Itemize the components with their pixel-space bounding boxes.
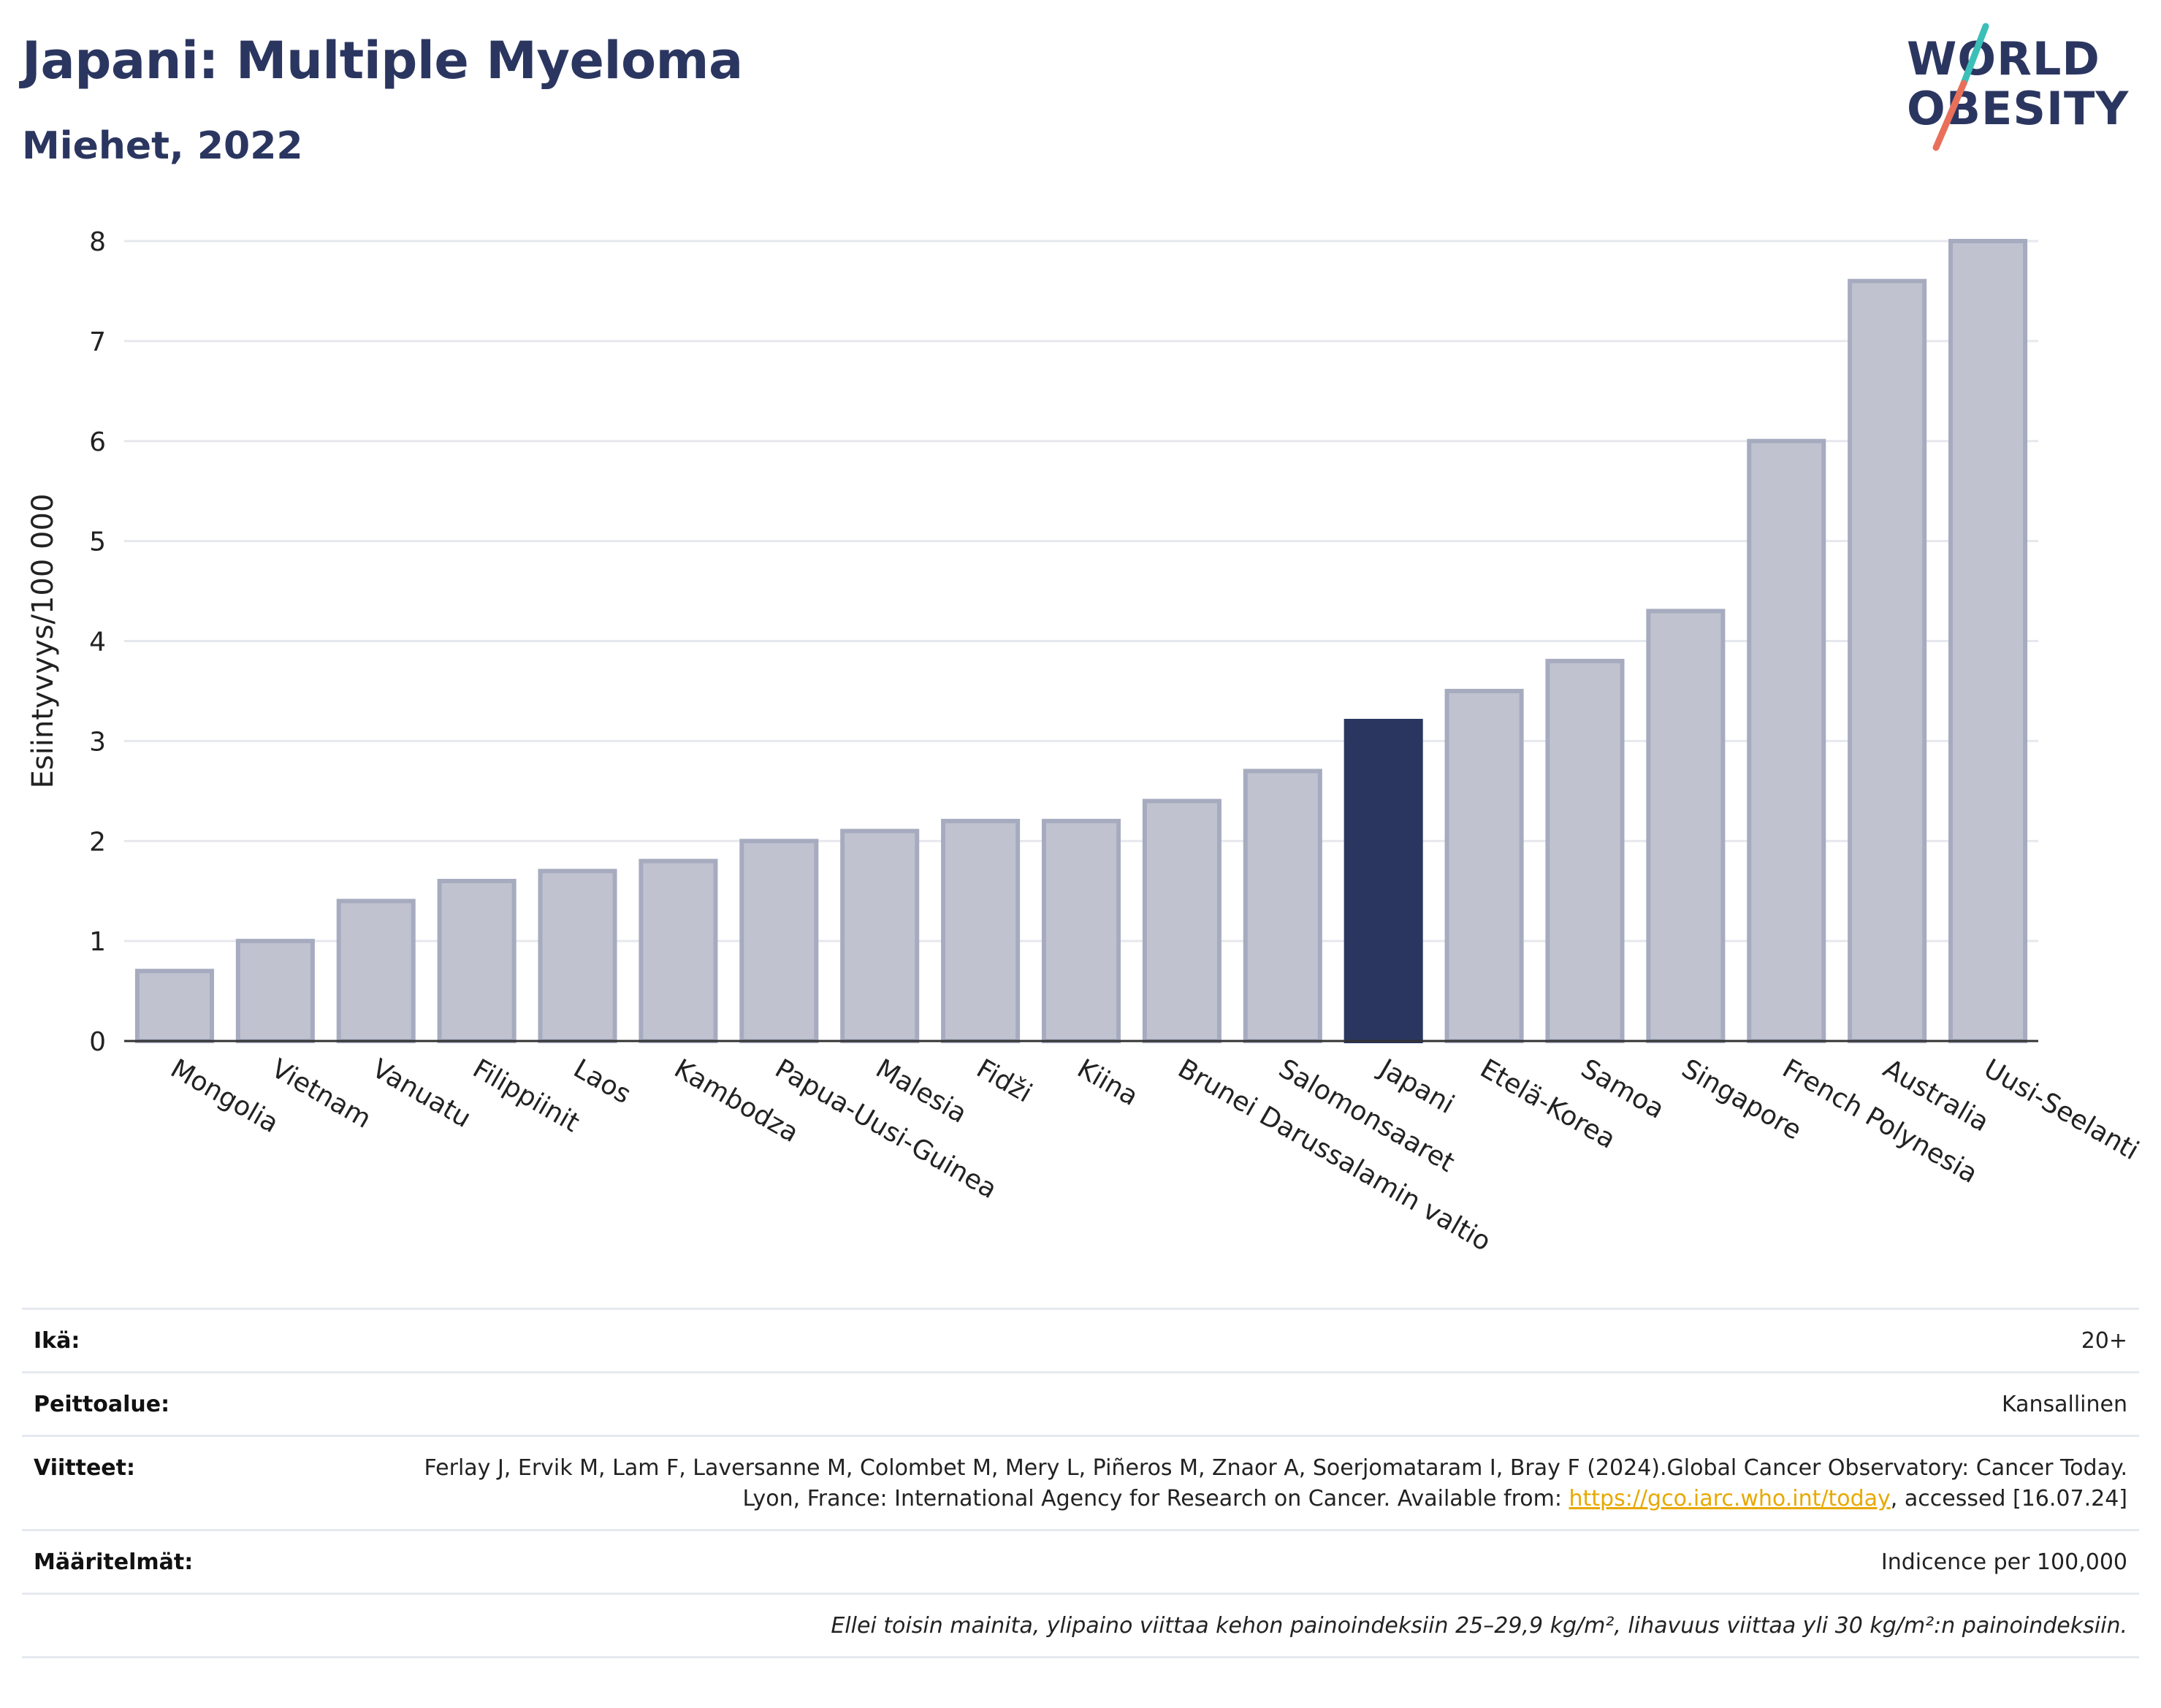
bar-brunei-darussalamin-valtio [1142,798,1221,1043]
bar-uusi-seelanti [1948,239,2028,1043]
definitions-value: Indicence per 100,000 [1880,1549,2127,1575]
y-tick-label: 3 [89,727,106,757]
y-tick-label: 8 [89,227,106,257]
info-table: Ikä: 20+ Peittoalue: Kansallinen Viittee… [22,1308,2139,1658]
bar-french-polynesia [1747,438,1826,1043]
y-tick-label: 5 [89,527,106,557]
bar-japani [1344,719,1423,1043]
x-tick-label: Uusi-Seelanti [1979,1053,2144,1166]
references-label: Viitteet: [34,1455,135,1481]
info-row-note: Ellei toisin mainita, ylipaino viittaa k… [22,1593,2139,1658]
x-tick-label: Vanuatu [367,1053,476,1134]
axes: 0 1 2 3 4 5 6 7 8 MongoliaVietnamVanuatuFilippiin… [89,227,2143,1257]
logo-line-1: WORLD [1907,32,2100,85]
coverage-value: Kansallinen [2001,1392,2127,1417]
references-text: Ferlay J, Ervik M, Lam F, Laversanne M, … [424,1455,2127,1511]
bar-kiina [1041,818,1121,1043]
bar-kambodza [639,858,718,1043]
age-label: Ikä: [34,1328,80,1354]
x-tick-label: Laos [568,1053,636,1110]
bar-samoa [1545,658,1625,1043]
coverage-label: Peittoalue: [34,1392,170,1417]
bar-salomonsaaret [1243,769,1322,1043]
bar-filippiinit [437,879,517,1043]
page-title: Japani: Multiple Myeloma [22,31,743,91]
world-obesity-logo: WORLD OBESITY [1907,22,2148,153]
bar-vanuatu [336,899,416,1043]
y-tick-label: 4 [89,628,106,657]
info-row-references: Viitteet: Ferlay J, Ervik M, Lam F, Lave… [22,1435,2139,1529]
info-row-coverage: Peittoalue: Kansallinen [22,1371,2139,1435]
bar-chart: 0 1 2 3 4 5 6 7 8 MongoliaVietnamVanuatuFilippiin… [26,227,2143,1257]
bar-laos [538,869,617,1043]
age-value: 20+ [2081,1328,2127,1354]
y-tick-label: 0 [89,1027,106,1057]
info-row-definitions: Määritelmät: Indicence per 100,000 [22,1529,2139,1593]
references-suffix: , accessed [16.07.24] [1890,1486,2127,1511]
y-tick-label: 1 [89,927,106,957]
definitions-label: Määritelmät: [34,1549,194,1575]
y-tick-label: 6 [89,427,106,457]
y-tick-label: 2 [89,827,106,857]
bar-malesia [840,828,920,1043]
logo-slash-icon [1932,23,1989,151]
page-subtitle: Miehet, 2022 [22,124,303,168]
references-value: Ferlay J, Ervik M, Lam F, Laversanne M, … [374,1453,2127,1514]
bar-mongolia [134,969,214,1043]
bar-etel-korea [1444,688,1524,1043]
bar-australia [1848,278,1927,1043]
x-tick-label: Fidži [972,1053,1037,1108]
x-tick-label: Vietnam [266,1053,376,1135]
footnote: Ellei toisin mainita, ylipaino viittaa k… [831,1613,2127,1639]
bar-vietnam [235,939,315,1043]
x-tick-label: Filippiinit [468,1053,584,1138]
bar-singapore [1646,609,1726,1043]
x-tick-label: Kiina [1072,1053,1143,1112]
y-axis-title: Esiintyvyys/100 000 [26,494,60,789]
y-tick-label: 7 [89,327,106,357]
bar-papua-uusi-guinea [739,839,819,1043]
x-tick-label: Mongolia [165,1053,283,1139]
references-link[interactable]: https://gco.iarc.who.int/today [1569,1486,1891,1511]
bar-fid-i [941,818,1021,1043]
info-row-age: Ikä: 20+ [22,1308,2139,1371]
